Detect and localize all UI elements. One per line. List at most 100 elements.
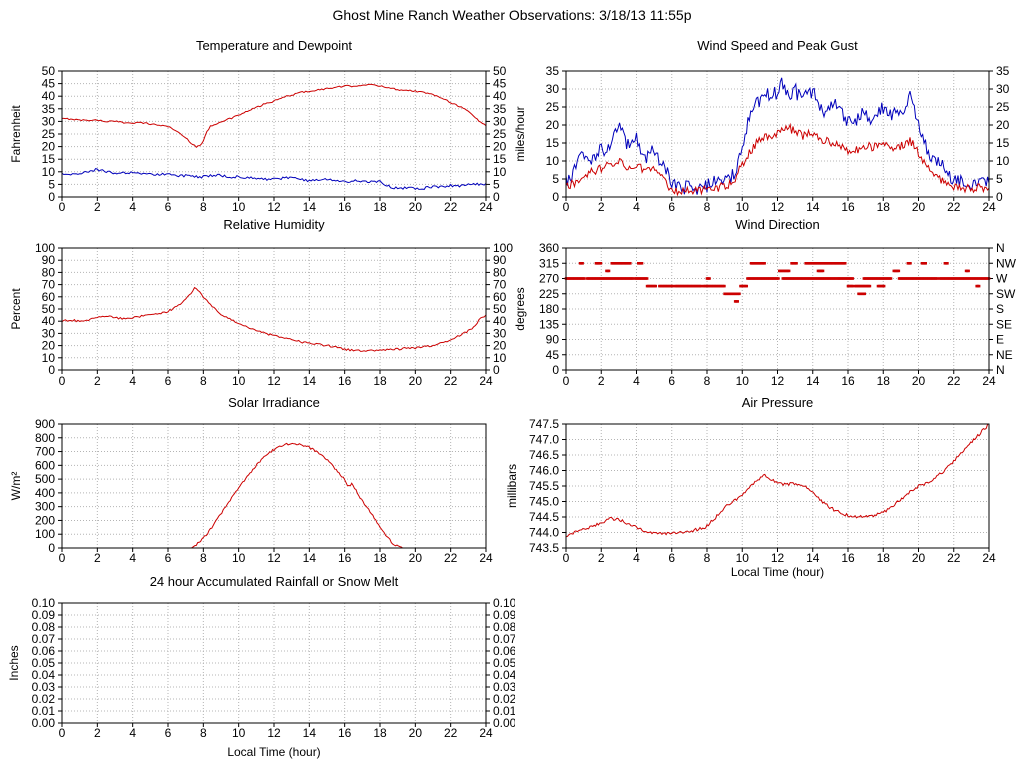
plot-frame [565,247,990,371]
y-axis-title: W/m² [9,472,23,501]
svg-text:0: 0 [996,190,1003,204]
svg-text:10: 10 [546,154,560,168]
svg-text:2: 2 [598,551,605,565]
svg-text:14: 14 [806,200,820,214]
svg-text:100: 100 [35,241,55,255]
svg-text:14: 14 [303,374,317,388]
gridlines [61,602,487,724]
svg-text:0.07: 0.07 [32,632,56,646]
svg-text:40: 40 [42,89,56,103]
svg-text:30: 30 [493,326,507,340]
svg-text:15: 15 [546,136,560,150]
svg-text:10: 10 [996,154,1010,168]
svg-text:4: 4 [129,200,136,214]
chart-title: Wind Speed and Peak Gust [697,38,858,53]
svg-text:600: 600 [35,458,55,472]
svg-text:4: 4 [633,374,640,388]
svg-text:0: 0 [48,541,55,555]
svg-text:0.03: 0.03 [493,680,515,694]
svg-text:18: 18 [877,200,891,214]
svg-text:80: 80 [493,265,507,279]
svg-text:20: 20 [493,140,507,154]
chart-title: Temperature and Dewpoint [196,38,352,53]
svg-text:0.10: 0.10 [32,596,56,610]
svg-text:0: 0 [563,200,570,214]
svg-text:6: 6 [165,726,172,740]
svg-text:22: 22 [444,374,458,388]
svg-text:S: S [996,302,1004,316]
svg-text:35: 35 [546,64,560,78]
svg-text:6: 6 [668,374,675,388]
svg-text:400: 400 [35,486,55,500]
svg-text:20: 20 [996,118,1010,132]
svg-text:8: 8 [200,551,207,565]
svg-text:45: 45 [546,348,560,362]
svg-text:315: 315 [539,256,559,270]
svg-text:20: 20 [42,339,56,353]
svg-text:0.01: 0.01 [32,704,56,718]
svg-text:10: 10 [42,165,56,179]
svg-text:50: 50 [42,64,56,78]
svg-text:0.07: 0.07 [493,632,515,646]
svg-text:14: 14 [303,726,317,740]
series-line-humidity [61,286,487,352]
axes [58,602,490,727]
svg-text:10: 10 [232,374,246,388]
svg-text:0.02: 0.02 [32,692,56,706]
svg-text:14: 14 [806,551,820,565]
y-axis-title: miles/hour [513,106,527,161]
svg-text:22: 22 [947,374,961,388]
svg-text:10: 10 [736,551,750,565]
svg-text:6: 6 [165,200,172,214]
svg-text:0.04: 0.04 [32,668,56,682]
svg-text:100: 100 [35,527,55,541]
svg-text:25: 25 [996,100,1010,114]
svg-text:N: N [996,363,1005,377]
svg-text:18: 18 [877,551,891,565]
svg-text:2: 2 [598,200,605,214]
svg-text:24: 24 [479,200,493,214]
svg-text:20: 20 [409,374,423,388]
series-line-wind-speed [565,122,990,197]
svg-text:0.02: 0.02 [493,692,515,706]
svg-text:0: 0 [552,190,559,204]
svg-text:60: 60 [42,290,56,304]
svg-text:20: 20 [42,140,56,154]
svg-text:15: 15 [42,152,56,166]
svg-text:45: 45 [493,77,507,91]
chart-rainfall: 0 2 4 6 8 10 12 14 16 18 20 22 24 0.00 0.00 0.01 0.01 0.0… [0,570,517,766]
svg-text:24: 24 [982,551,996,565]
chart-wind-direction: 0 2 4 6 8 10 12 14 16 18 20 22 24 0 N 45 NE 90 E 135 SE 180 S 2… [504,214,1024,388]
svg-text:50: 50 [493,64,507,78]
chart-title: Relative Humidity [223,217,325,232]
svg-text:10: 10 [736,374,750,388]
svg-text:6: 6 [668,551,675,565]
svg-text:800: 800 [35,431,55,445]
svg-text:20: 20 [493,339,507,353]
svg-text:14: 14 [806,374,820,388]
svg-text:0.00: 0.00 [32,716,56,730]
svg-text:6: 6 [165,374,172,388]
svg-text:90: 90 [493,253,507,267]
svg-text:8: 8 [704,551,711,565]
svg-text:10: 10 [736,200,750,214]
axes [562,247,993,374]
svg-text:0.08: 0.08 [493,620,515,634]
svg-text:35: 35 [996,64,1010,78]
axes [562,423,990,552]
svg-text:0: 0 [563,551,570,565]
svg-text:22: 22 [444,551,458,565]
svg-text:700: 700 [35,445,55,459]
svg-text:16: 16 [338,374,352,388]
svg-text:500: 500 [35,472,55,486]
svg-text:8: 8 [200,374,207,388]
chart-title: Wind Direction [735,217,820,232]
axes [58,70,490,201]
gridlines [565,70,990,198]
svg-text:E: E [996,333,1004,347]
svg-text:20: 20 [546,118,560,132]
plot-frame [565,423,990,549]
